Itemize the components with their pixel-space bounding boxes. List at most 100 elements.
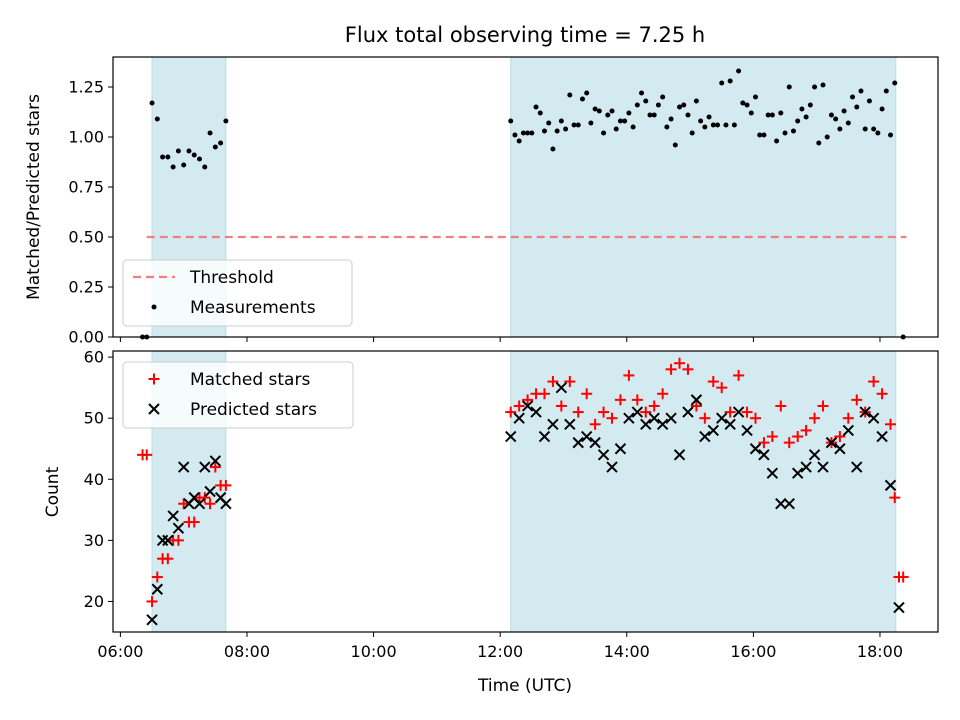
- matched-star-point: [572, 406, 584, 418]
- measurement-point: [744, 102, 750, 108]
- predicted-star-point: [589, 436, 601, 449]
- legend-predicted-swatch: [148, 403, 160, 415]
- matched-star-point: [199, 492, 211, 504]
- measurement-point: [761, 132, 767, 138]
- measurement-point: [601, 130, 607, 136]
- predicted-star-point: [513, 412, 525, 424]
- measurement-point: [736, 68, 742, 74]
- predicted-star-point: [606, 461, 618, 473]
- measurement-point: [892, 80, 898, 86]
- predicted-star-point: [791, 467, 804, 479]
- measurement-point: [202, 164, 208, 170]
- measurement-point: [175, 148, 181, 154]
- predicted-star-point: [690, 394, 703, 406]
- measurement-point: [795, 118, 801, 124]
- matched-star-point: [809, 412, 821, 424]
- measurement-point: [719, 80, 725, 86]
- measurement-point: [803, 114, 809, 120]
- legend-predicted-marker: [148, 403, 160, 415]
- predicted-star-point: [167, 510, 179, 522]
- x-tick-label: 12:00: [477, 642, 523, 661]
- matched-star-point: [682, 363, 694, 375]
- measurement-point: [149, 100, 155, 106]
- matched-star-point: [876, 388, 888, 400]
- predicted-star-point: [893, 601, 905, 614]
- matched-star-point: [842, 412, 854, 424]
- bottom-panel: 20 30 40 50 60 06:00 08:00 10:00 12:00 14:00 16:0…: [43, 348, 939, 696]
- measurement-point: [854, 104, 860, 110]
- predicted-star-point: [640, 418, 652, 431]
- top-panel: 0.00 0.25 0.50 0.75 1.00 1.25 Matched/Predict…: [24, 56, 939, 347]
- y-tick-label: 20: [84, 592, 104, 611]
- measurement-point: [533, 104, 539, 110]
- measurement-point: [689, 130, 695, 136]
- predicted-star-point: [673, 449, 686, 461]
- measurement-point: [672, 142, 678, 148]
- bottom-legend-box: [122, 361, 354, 429]
- matched-star-point: [162, 553, 174, 565]
- measurement-point: [634, 102, 640, 108]
- top-shaded-intervals: [151, 57, 897, 337]
- matched-star-point: [606, 412, 618, 424]
- predicted-star-point: [884, 479, 897, 492]
- matched-stars-points: [137, 357, 909, 607]
- measurement-point: [639, 90, 645, 96]
- measurement-point: [626, 110, 632, 116]
- measurement-point: [841, 108, 847, 114]
- measurement-point: [866, 98, 872, 104]
- y-tick-label: 60: [84, 348, 104, 367]
- measurement-point: [807, 102, 813, 108]
- measurement-point: [529, 130, 535, 136]
- predicted-star-point: [146, 614, 158, 626]
- measurement-point: [154, 116, 160, 122]
- top-y-ticks: 0.00 0.25 0.50 0.75 1.00 1.25: [68, 78, 113, 347]
- measurement-point: [575, 122, 581, 128]
- chart-title: Flux total observing time = 7.25 h: [345, 23, 705, 47]
- legend-matched-swatch: [148, 373, 160, 385]
- matched-star-point: [674, 357, 686, 369]
- matched-star-point: [690, 400, 702, 412]
- measurement-point: [186, 148, 192, 154]
- matched-star-point: [707, 376, 719, 388]
- measurement-point: [748, 110, 754, 116]
- predicted-star-point: [859, 406, 871, 418]
- x-tick-label: 06:00: [97, 642, 143, 661]
- measurement-point: [655, 102, 661, 108]
- measurement-point: [554, 128, 560, 134]
- matched-star-point: [581, 388, 593, 400]
- top-axes-frame: [112, 56, 939, 338]
- predicted-star-point: [572, 436, 584, 449]
- predicted-star-point: [505, 430, 517, 443]
- measurement-point: [571, 122, 577, 128]
- matched-star-point: [505, 406, 517, 418]
- measurement-point: [563, 126, 569, 132]
- matched-star-point: [733, 369, 745, 381]
- predicted-star-point: [817, 461, 829, 473]
- measurement-point: [702, 124, 708, 130]
- predicted-star-point: [783, 498, 795, 510]
- measurement-point: [643, 98, 649, 104]
- predicted-star-point: [555, 381, 568, 394]
- predicted-star-point: [538, 430, 551, 443]
- bottom-axes-frame: [112, 350, 939, 633]
- legend-measurements-label: Measurements: [190, 298, 316, 318]
- predicted-star-point: [716, 412, 728, 424]
- x-tick-label: 10:00: [351, 642, 397, 661]
- matched-star-point: [758, 437, 770, 449]
- matched-star-point: [640, 406, 652, 418]
- matched-star-point: [538, 388, 550, 400]
- measurement-point: [223, 118, 229, 124]
- measurement-point: [197, 156, 203, 162]
- predicted-star-point: [825, 436, 838, 449]
- measurement-point: [218, 140, 224, 146]
- measurement-point: [160, 154, 166, 160]
- matched-star-point: [775, 400, 787, 412]
- predicted-star-point: [732, 406, 745, 418]
- matched-star-point: [868, 376, 880, 388]
- bottom-x-ticks: 06:00 08:00 10:00 12:00 14:00 16:00 18:00: [97, 632, 903, 661]
- y-tick-label: 1.25: [68, 78, 104, 97]
- matched-star-point: [766, 431, 778, 443]
- measurement-point: [668, 116, 674, 122]
- measurement-point: [651, 112, 657, 118]
